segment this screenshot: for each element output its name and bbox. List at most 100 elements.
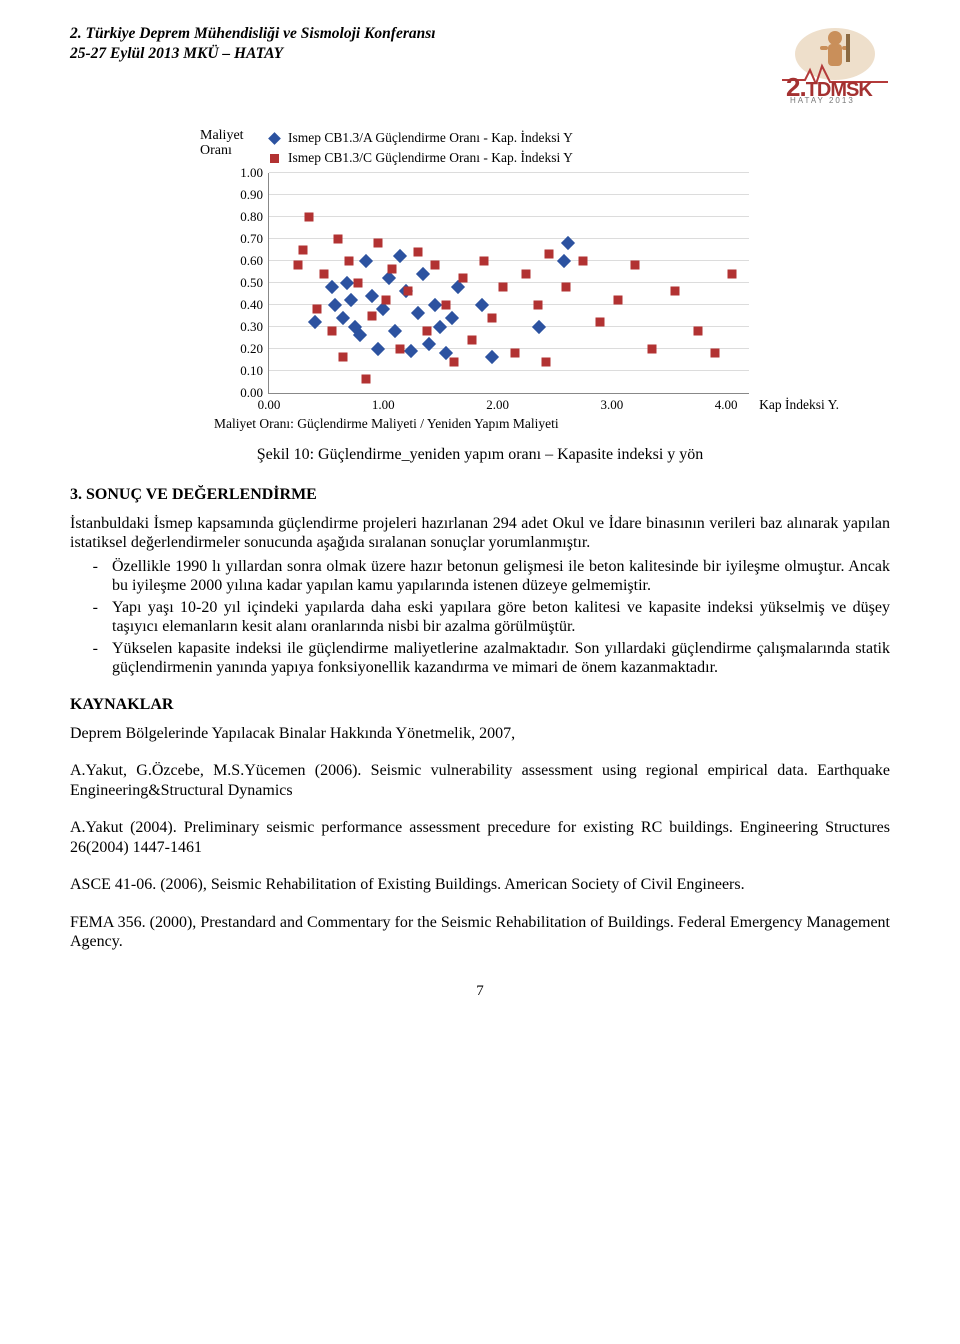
data-point [445,311,459,325]
data-point [532,319,546,333]
data-point [433,319,447,333]
data-point [474,297,488,311]
reference-item: FEMA 356. (2000), Prestandard and Commen… [70,913,890,952]
data-point [485,350,499,364]
ytick-label: 0.10 [229,363,263,379]
ytick-label: 0.60 [229,253,263,269]
reference-item: ASCE 41-06. (2006), Seismic Rehabilitati… [70,875,890,895]
data-point [428,297,442,311]
data-point [396,344,405,353]
data-point [510,348,519,357]
data-point [339,353,348,362]
data-point [345,256,354,265]
data-point [328,297,342,311]
legend-item: Ismep CB1.3/A Güçlendirme Oranı - Kap. İ… [268,128,749,148]
ytick-label: 0.30 [229,319,263,335]
data-point [533,300,542,309]
reference-item: A.Yakut (2004). Preliminary seismic perf… [70,818,890,857]
ytick-label: 0.50 [229,275,263,291]
data-point [557,253,571,267]
diamond-marker-icon [268,134,280,143]
data-point [468,335,477,344]
plot-area: Kap İndeksi Y. 0.000.100.200.300.400.500… [268,173,749,394]
data-point [416,267,430,281]
data-point [522,269,531,278]
gridline [269,370,749,371]
data-point [344,293,358,307]
data-point [410,306,424,320]
data-point [430,260,439,269]
data-point [308,315,322,329]
gridline [269,172,749,173]
data-point [373,238,382,247]
data-point [340,275,354,289]
legend-label: Ismep CB1.3/C Güçlendirme Oranı - Kap. İ… [288,148,573,168]
data-point [596,318,605,327]
references-heading: KAYNAKLAR [70,696,890,714]
data-point [422,337,436,351]
ytick-label: 0.80 [229,209,263,225]
conference-title: 2. Türkiye Deprem Mühendisliği ve Sismol… [70,24,436,64]
ytick-label: 0.20 [229,341,263,357]
data-point [727,269,736,278]
data-point [479,256,488,265]
data-point [613,296,622,305]
data-point [327,326,336,335]
data-point [365,289,379,303]
data-point [370,341,384,355]
page-header: 2. Türkiye Deprem Mühendisliği ve Sismol… [70,24,890,116]
reference-item: A.Yakut, G.Özcebe, M.S.Yücemen (2006). S… [70,761,890,800]
data-point [333,234,342,243]
conclusion-list: Özellikle 1990 lı yıllardan sonra olmak … [70,557,890,678]
section-3-intro: İstanbuldaki İsmep kapsamında güçlendirm… [70,514,890,553]
data-point [319,269,328,278]
data-point [422,326,431,335]
legend-item: Ismep CB1.3/C Güçlendirme Oranı - Kap. İ… [268,148,749,168]
xtick-label: 2.00 [486,397,509,413]
data-point [367,311,376,320]
data-point [647,344,656,353]
data-point [381,296,390,305]
data-point [545,249,554,258]
data-point [393,249,407,263]
xtick-label: 3.00 [600,397,623,413]
data-point [359,253,373,267]
xaxis-title: Kap İndeksi Y. [759,397,839,413]
data-point [710,348,719,357]
data-point [670,287,679,296]
data-point [388,265,397,274]
ytick-label: 0.70 [229,231,263,247]
gridline [269,260,749,261]
logo-subtitle: HATAY 2013 [790,96,855,105]
conference-logo: 2.TDMSK HATAY 2013 [780,24,890,116]
figure-caption: Şekil 10: Güçlendirme_yeniden yapım oran… [70,446,890,464]
page-number: 7 [476,983,484,1000]
legend-label: Ismep CB1.3/A Güçlendirme Oranı - Kap. İ… [288,128,573,148]
gridline [269,194,749,195]
data-point [336,311,350,325]
chart-footnote: Maliyet Oranı: Güçlendirme Maliyeti / Ye… [200,416,760,432]
references-list: Deprem Bölgelerinde Yapılacak Binalar Ha… [70,724,890,952]
data-point [313,304,322,313]
data-point [693,326,702,335]
conference-title-line1: 2. Türkiye Deprem Mühendisliği ve Sismol… [70,24,436,44]
data-point [404,344,418,358]
data-point [630,260,639,269]
data-point [305,212,314,221]
conclusion-item: Yapı yaşı 10-20 yıl içindeki yapılarda d… [110,598,890,637]
chart-legend: Ismep CB1.3/A Güçlendirme Oranı - Kap. İ… [268,128,749,169]
square-marker-icon [268,154,280,163]
ytick-label: 0.90 [229,187,263,203]
data-point [442,300,451,309]
gridline [269,216,749,217]
data-point [562,282,571,291]
ytick-label: 1.00 [229,165,263,181]
data-point [541,357,550,366]
data-point [499,282,508,291]
conclusion-item: Özellikle 1990 lı yıllardan sonra olmak … [110,557,890,596]
conference-title-line2: 25-27 Eylül 2013 MKÜ – HATAY [70,44,436,64]
conclusion-item: Yükselen kapasite indeksi ile güçlendirm… [110,639,890,678]
data-point [404,287,413,296]
xtick-label: 4.00 [715,397,738,413]
data-point [413,247,422,256]
